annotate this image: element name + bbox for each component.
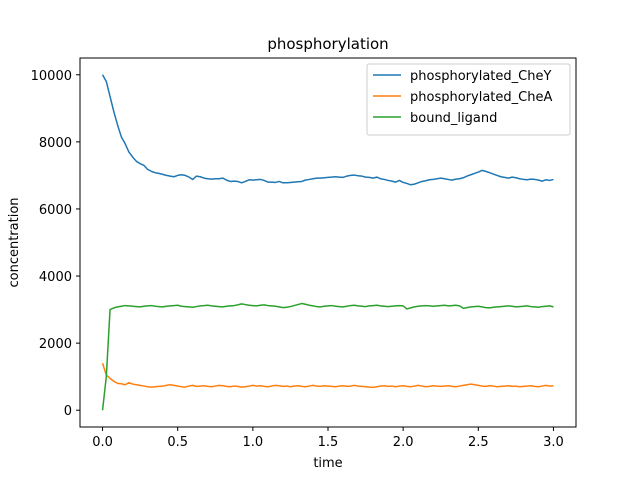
y-tick-label: 8000 (39, 136, 72, 151)
x-tick-label: 2.0 (393, 435, 414, 450)
x-tick-label: 1.5 (318, 435, 339, 450)
y-tick-label: 6000 (39, 203, 72, 218)
series-line-bound-ligand (101, 302, 554, 411)
x-tick-label: 3.0 (543, 435, 564, 450)
x-tick-label: 0.0 (92, 435, 113, 450)
x-tick-label: 2.5 (468, 435, 489, 450)
x-tick-label: 0.5 (167, 435, 188, 450)
chart-title: phosphorylation (267, 35, 388, 53)
y-tick-label: 4000 (39, 270, 72, 285)
series-line-phosphorylated-chea (101, 363, 554, 389)
series-layer (101, 74, 554, 411)
x-tick-label: 1.0 (243, 435, 264, 450)
x-axis-title: time (313, 456, 342, 471)
x-axis-ticks: 0.0 0.5 1.0 1.5 2.0 2.5 3.0 (92, 427, 564, 450)
legend-label: phosphorylated_CheA (410, 90, 552, 105)
legend: phosphorylated_CheY phosphorylated_CheAbo… (366, 63, 571, 136)
y-axis-ticks: 0 2000 4000 6000 8000 10000 (31, 69, 80, 419)
legend-label: phosphorylated_CheY (410, 69, 551, 84)
y-tick-label: 10000 (31, 69, 72, 84)
legend-box (366, 63, 571, 136)
series-line-phosphorylated-chey (101, 74, 554, 186)
y-tick-label: 0 (64, 404, 72, 419)
y-tick-label: 2000 (39, 337, 72, 352)
legend-label: bound_ligand (410, 111, 497, 126)
y-axis-title: concentration (7, 197, 22, 287)
